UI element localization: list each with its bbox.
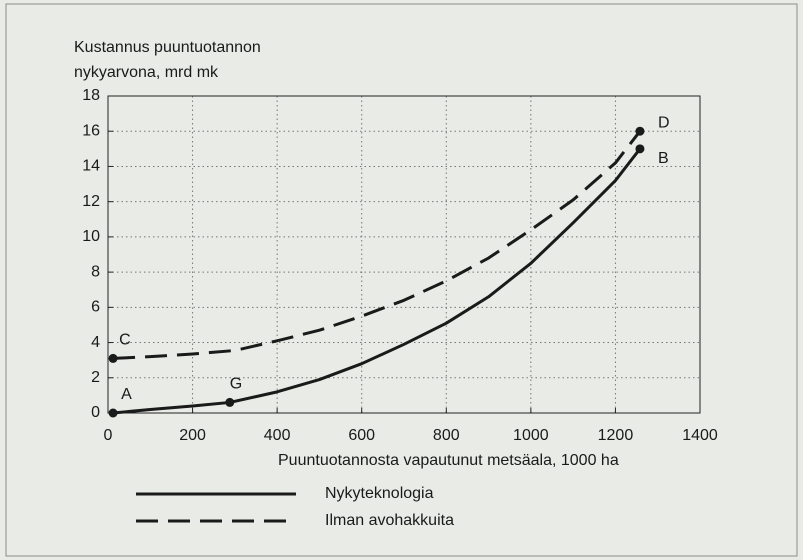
x-tick-label: 400 <box>264 427 291 444</box>
point-label: C <box>119 332 131 349</box>
point <box>225 397 235 407</box>
y-tick-label: 18 <box>82 87 100 104</box>
y-tick-label: 2 <box>91 369 100 386</box>
point <box>635 126 645 136</box>
legend-label: Nykyteknologia <box>325 485 434 502</box>
legend-label: Ilman avohakkuita <box>325 512 454 529</box>
x-tick-label: 1400 <box>682 427 718 444</box>
point-label: B <box>658 150 669 167</box>
y-axis-label: nykyarvona, mrd mk <box>74 64 219 81</box>
y-tick-label: 0 <box>91 404 100 421</box>
x-tick-label: 600 <box>348 427 375 444</box>
point <box>108 353 118 363</box>
frame <box>5 3 798 557</box>
x-tick-label: 1000 <box>513 427 549 444</box>
x-tick-label: 1200 <box>598 427 634 444</box>
x-tick-label: 0 <box>104 427 113 444</box>
point-label: G <box>230 376 242 393</box>
point-label: A <box>121 386 132 403</box>
y-tick-label: 12 <box>82 193 100 210</box>
y-tick-label: 14 <box>82 158 100 175</box>
point-label: D <box>658 114 670 131</box>
x-axis-label: Puuntuotannosta vapautunut metsäala, 100… <box>278 452 619 469</box>
line <box>112 147 642 415</box>
y-tick-label: 6 <box>91 299 100 316</box>
point <box>635 144 645 154</box>
line <box>113 130 642 360</box>
x-tick-label: 200 <box>179 427 206 444</box>
point <box>108 408 118 418</box>
plot-border <box>107 95 701 414</box>
y-axis-label: Kustannus puuntuotannon <box>74 39 261 56</box>
y-tick-label: 16 <box>82 122 100 139</box>
x-tick-label: 800 <box>433 427 460 444</box>
y-tick-label: 8 <box>91 263 100 280</box>
y-tick-label: 4 <box>91 334 100 351</box>
y-tick-label: 10 <box>82 228 100 245</box>
